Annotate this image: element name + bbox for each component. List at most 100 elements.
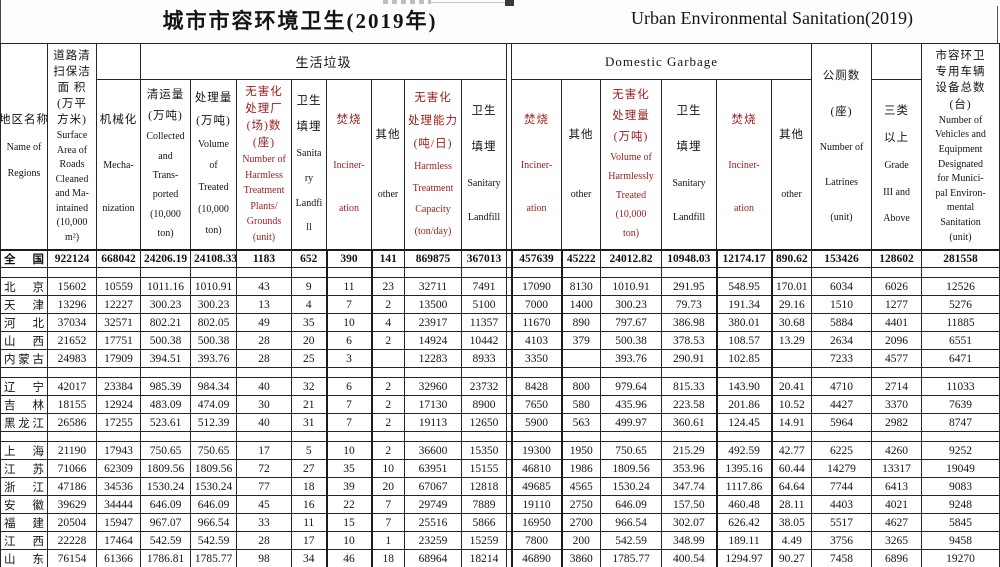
cell-grade-iii: 1277 xyxy=(871,295,923,314)
cell-incineration-2: 7800 xyxy=(510,531,563,550)
cell-grade-iii xyxy=(871,267,923,278)
header-line: Landfill xyxy=(467,212,501,224)
header-line: and Ma- xyxy=(55,188,89,200)
cell-other-2: 45222 xyxy=(561,248,602,268)
cell-other-3 xyxy=(771,367,813,378)
cell-mechanization: 32571 xyxy=(96,313,141,332)
header-line: other xyxy=(781,188,802,200)
cell-sanitary-landfill-1: 18 xyxy=(291,477,327,496)
header-line: 处理厂 xyxy=(245,102,283,115)
cell-collected: 24206.19 xyxy=(140,248,191,268)
col-header-harmless-volume: 无害化 处理量 (万吨) Volume of Harmlessly Treated (10,… xyxy=(600,79,663,250)
cell-incineration-2 xyxy=(510,367,563,378)
cell-treated: 393.76 xyxy=(190,349,237,368)
cell-sanitary-landfill-2 xyxy=(460,431,508,442)
cell-harmless-capacity: 23259 xyxy=(404,531,462,550)
col-header-incineration-1: 焚烧 Inciner-ation xyxy=(326,79,372,250)
region-name-cell: 江西 xyxy=(0,531,48,550)
cell-latrines: 6034 xyxy=(811,277,873,296)
cell-treated xyxy=(190,367,237,378)
cell-harmless-volume: 797.67 xyxy=(600,313,663,332)
col-header-treated: 处理量 (万吨) Volume of Treated (10,000 ton) xyxy=(190,79,237,250)
header-line: 地区名称 xyxy=(0,113,48,126)
table-row: 浙江 47186 34536 1530.24 1530.24 77 18 39 20 67067 1… xyxy=(0,477,1000,496)
cell-incineration-3: 191.34 xyxy=(715,295,773,314)
region-name-cell: 内蒙古 xyxy=(0,349,48,368)
cell-sanitary-landfill-1: 4 xyxy=(291,295,327,314)
cell-sanitary-landfill-2: 7889 xyxy=(460,495,508,514)
cell-other-1: 141 xyxy=(371,248,405,268)
cell-vehicles: 281558 xyxy=(921,248,1000,268)
header-line: 面 积 xyxy=(57,81,87,94)
header-line: 其他 xyxy=(375,128,401,141)
header-line: 焚烧 xyxy=(731,113,757,126)
cell-treated xyxy=(190,431,237,442)
cell-other-1 xyxy=(371,431,405,442)
header-line: ported xyxy=(152,189,179,201)
cell-harmless-volume: 646.09 xyxy=(600,495,663,514)
cell-grade-iii: 6413 xyxy=(871,477,923,496)
cell-sanitary-landfill-2: 8900 xyxy=(460,395,508,414)
region-name-cell: 天津 xyxy=(0,295,48,314)
cell-harmless-capacity: 17130 xyxy=(404,395,462,414)
cell-other-2 xyxy=(561,431,602,442)
col-header-sanitary-landfill-1: 卫生 填埋 Sanita ry Landfi ll xyxy=(291,79,327,250)
cell-harmless-volume: 1809.56 xyxy=(600,459,663,478)
cell-road-area: 15602 xyxy=(47,277,97,296)
cell-treated: 542.59 xyxy=(190,531,237,550)
cell-other-2: 890 xyxy=(561,313,602,332)
cell-harmless-volume: 966.54 xyxy=(600,513,663,532)
cell-sanitary-landfill-2: 15259 xyxy=(460,531,508,550)
cell-treated: 24108.33 xyxy=(190,248,237,268)
region-name-cell: 山东 xyxy=(0,549,48,567)
cell-sanitary-landfill-1: 34 xyxy=(291,549,327,567)
region-name-cell: 北京 xyxy=(0,277,48,296)
cell-sanitary-landfill-2: 11357 xyxy=(460,313,508,332)
cell-latrines: 4427 xyxy=(811,395,873,414)
header-line: (万吨) xyxy=(613,130,649,143)
cell-incineration-1 xyxy=(325,267,373,278)
table-row: 全国 922124 668042 24206.19 24108.33 1183 652 390… xyxy=(0,248,1000,268)
cell-harmless-plants: 40 xyxy=(236,377,292,396)
header-line: Harmless xyxy=(414,161,452,173)
spacer-row xyxy=(0,431,1000,442)
cell-sanitary-landfill-1: 17 xyxy=(291,531,327,550)
header-line: 无害化 xyxy=(414,91,452,104)
cell-road-area: 24983 xyxy=(47,349,97,368)
cell-sanitary-landfill-3: 400.54 xyxy=(661,549,718,567)
table-row: 内蒙古 24983 17909 394.51 393.76 28 25 3 12283 8933 3… xyxy=(0,349,1000,368)
cell-other-1: 2 xyxy=(371,377,405,396)
cell-incineration-1: 7 xyxy=(325,413,373,432)
cell-vehicles: 9252 xyxy=(921,441,1000,460)
cell-incineration-3 xyxy=(715,431,773,442)
cell-grade-iii: 4577 xyxy=(871,349,923,368)
cell-vehicles xyxy=(921,267,1000,278)
cell-other-3: 28.11 xyxy=(771,495,813,514)
cell-incineration-1: 10 xyxy=(325,531,373,550)
cell-harmless-plants xyxy=(236,267,292,278)
cell-other-2: 4565 xyxy=(561,477,602,496)
cell-collected: 1809.56 xyxy=(140,459,191,478)
region-name-cell: 全国 xyxy=(0,248,48,268)
header-line: Sanita xyxy=(296,147,322,159)
cell-incineration-2: 46810 xyxy=(510,459,563,478)
cell-harmless-capacity: 869875 xyxy=(404,248,462,268)
cell-road-area: 42017 xyxy=(47,377,97,396)
cell-harmless-volume: 24012.82 xyxy=(600,248,663,268)
header-line: (10,000 xyxy=(198,203,229,215)
cell-sanitary-landfill-3: 290.91 xyxy=(661,349,718,368)
cell-grade-iii: 6896 xyxy=(871,549,923,567)
header-line: 无害化 xyxy=(245,85,283,98)
header-line: ry xyxy=(304,172,314,184)
cell-harmless-capacity: 68964 xyxy=(404,549,462,567)
cell-treated: 984.34 xyxy=(190,377,237,396)
header-line: nization xyxy=(102,203,135,215)
region-name-cell: 辽宁 xyxy=(0,377,48,396)
header-line: (吨/日) xyxy=(413,137,453,150)
header-line: ation xyxy=(526,203,547,215)
cell-incineration-1: 6 xyxy=(325,377,373,396)
cell-other-1: 2 xyxy=(371,295,405,314)
cell-incineration-1: 10 xyxy=(325,313,373,332)
cell-sanitary-landfill-1: 11 xyxy=(291,513,327,532)
cell-other-2: 2750 xyxy=(561,495,602,514)
